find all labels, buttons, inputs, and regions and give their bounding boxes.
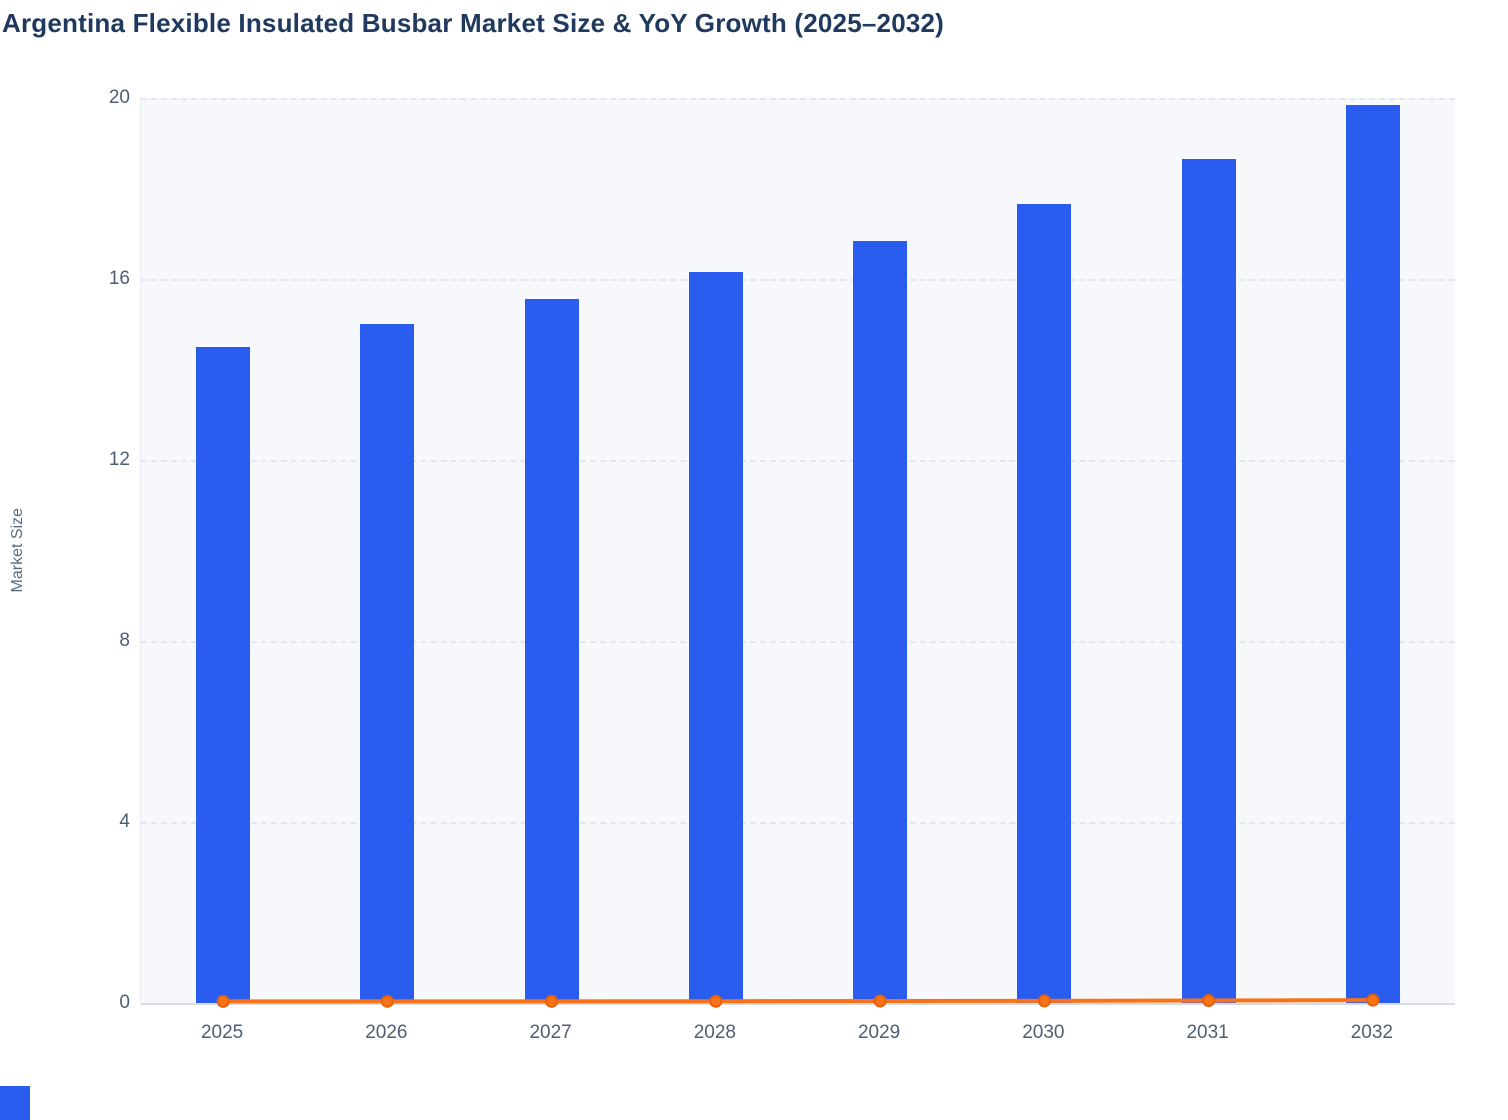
- x-tick-label-2031: 2031: [1186, 1022, 1229, 1043]
- gridline-12: [141, 460, 1455, 462]
- plot-area: [140, 98, 1455, 1008]
- bar-2029: [853, 240, 908, 1003]
- corner-accent-square: [0, 1086, 30, 1120]
- yoy-marker-2030: [1037, 994, 1051, 1008]
- bar-2027: [524, 299, 579, 1003]
- x-tick-label-2025: 2025: [200, 1022, 244, 1043]
- gridline-16: [141, 279, 1455, 281]
- x-axis-tick-labels: 2025 2026 2027 2028 2029 2030 2031 2032: [0, 1022, 1508, 1058]
- bar-2032: [1345, 104, 1400, 1003]
- yoy-marker-2028: [709, 994, 723, 1008]
- chart-title: Argentina Flexible Insulated Busbar Mark…: [2, 8, 945, 38]
- y-tick-label-20: 20: [108, 87, 130, 108]
- y-axis-tick-labels: 0 4 8 12 16 20: [0, 87, 130, 1013]
- bar-2031: [1181, 159, 1236, 1003]
- x-tick-label-2026: 2026: [365, 1022, 408, 1043]
- x-tick-label-2032: 2032: [1350, 1022, 1394, 1043]
- y-tick-label-12: 12: [108, 449, 130, 470]
- gridline-20: [141, 98, 1455, 100]
- y-tick-label-8: 8: [119, 630, 130, 651]
- x-tick-label-2029: 2029: [857, 1022, 901, 1043]
- yoy-growth-polyline: [223, 998, 1373, 1004]
- yoy-marker-2031: [1202, 994, 1216, 1008]
- x-tick-label-2027: 2027: [529, 1022, 572, 1043]
- y-tick-label-16: 16: [108, 268, 130, 289]
- bar-2028: [688, 272, 743, 1003]
- x-tick-label-2030: 2030: [1022, 1022, 1065, 1043]
- yoy-marker-2029: [873, 994, 887, 1008]
- bar-2026: [360, 324, 415, 1003]
- y-tick-label-0: 0: [119, 992, 130, 1013]
- yoy-marker-2027: [545, 994, 559, 1008]
- bar-2025: [196, 346, 251, 1003]
- x-tick-label-2028: 2028: [693, 1022, 737, 1043]
- bar-2030: [1017, 204, 1072, 1003]
- yoy-marker-2025: [216, 994, 230, 1008]
- gridline-4: [141, 822, 1455, 824]
- yoy-growth-line-layer: [216, 993, 1380, 1008]
- gridline-8: [141, 641, 1455, 643]
- yoy-marker-2026: [380, 994, 394, 1008]
- yoy-marker-2032: [1366, 993, 1380, 1007]
- x-axis-baseline: [141, 1003, 1455, 1005]
- y-tick-label-4: 4: [119, 811, 130, 832]
